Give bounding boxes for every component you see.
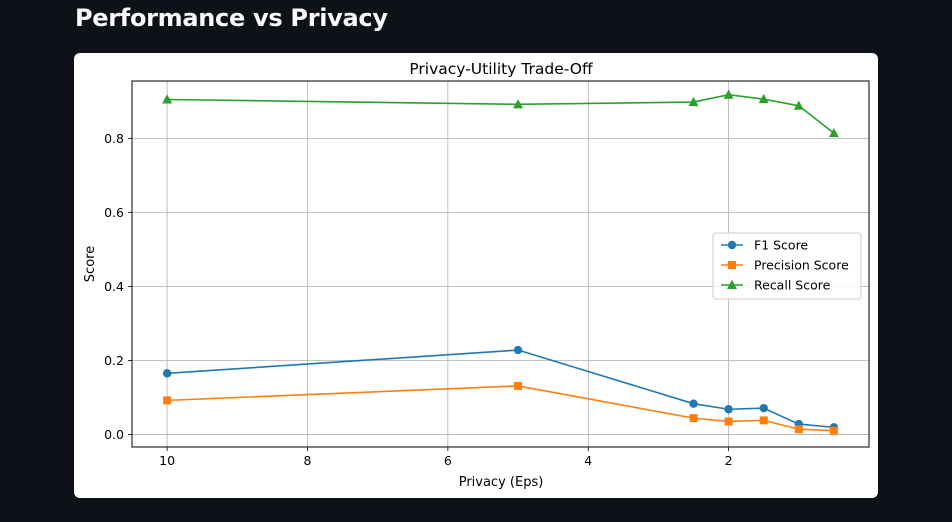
f1-score-point [513, 345, 523, 355]
legend-item-precision-score: Precision Score [721, 258, 849, 273]
legend-marker [727, 279, 737, 289]
precision-score-point [759, 416, 768, 425]
x-tick-label: 4 [584, 453, 592, 468]
legend-label: Precision Score [754, 258, 849, 273]
f1-score-point [724, 405, 733, 414]
page-title: Performance vs Privacy [75, 4, 388, 32]
recall-score-point [793, 100, 804, 110]
x-tick-label: 2 [725, 453, 733, 468]
legend: F1 Score Precision Score Recall Score [712, 232, 862, 300]
legend-label: Recall Score [754, 278, 831, 293]
y-tick-label: 0.4 [104, 279, 124, 294]
f1-score-line [167, 349, 834, 429]
x-tick-label: 8 [303, 453, 311, 468]
recall-score-series [162, 89, 839, 138]
recall-score-line [167, 93, 835, 134]
y-tick-label: 0.0 [104, 427, 124, 442]
legend-marker [727, 240, 737, 250]
recall-score-point [828, 127, 839, 138]
precision-score-point [689, 414, 698, 423]
precision-score-point [514, 381, 523, 390]
ticks: 10 8 6 4 2 0.0 0.2 0.4 0.6 0.8 [104, 131, 732, 468]
legend-item-f1-score: F1 Score [721, 238, 808, 253]
x-tick-label: 10 [159, 453, 175, 468]
recall-score-point [758, 93, 769, 104]
precision-score-point [794, 425, 803, 434]
y-tick-label: 0.6 [104, 205, 124, 220]
legend-marker [728, 261, 736, 269]
chart-card: Privacy-Utility Trade-Off 10 8 6 4 2 0.0 0.2 0.… [74, 53, 878, 498]
precision-score-point [163, 396, 172, 405]
y-axis-label: Score [83, 246, 98, 282]
privacy-utility-chart: Privacy-Utility Trade-Off 10 8 6 4 2 0.0 0.2 0.… [83, 60, 870, 490]
precision-score-point [829, 426, 838, 435]
chart-title: Privacy-Utility Trade-Off [409, 60, 593, 78]
precision-score-series [163, 381, 838, 435]
f1-score-point [759, 403, 768, 413]
legend-item-recall-score: Recall Score [721, 278, 831, 293]
f1-score-point [162, 369, 172, 378]
y-tick-label: 0.2 [104, 353, 124, 368]
legend-box [712, 232, 862, 300]
x-tick-label: 6 [444, 453, 452, 468]
series-layer [162, 89, 839, 435]
y-tick-label: 0.8 [104, 131, 124, 146]
recall-score-point [688, 96, 699, 107]
f1-score-point [689, 399, 698, 408]
legend-label: F1 Score [754, 238, 808, 253]
precision-score-point [724, 417, 733, 426]
plot-frame [131, 80, 870, 448]
x-axis-label: Privacy (Eps) [459, 475, 544, 490]
recall-score-point [162, 94, 173, 104]
recall-score-point [513, 99, 524, 109]
recall-score-point [723, 89, 734, 99]
f1-score-series [162, 345, 839, 432]
